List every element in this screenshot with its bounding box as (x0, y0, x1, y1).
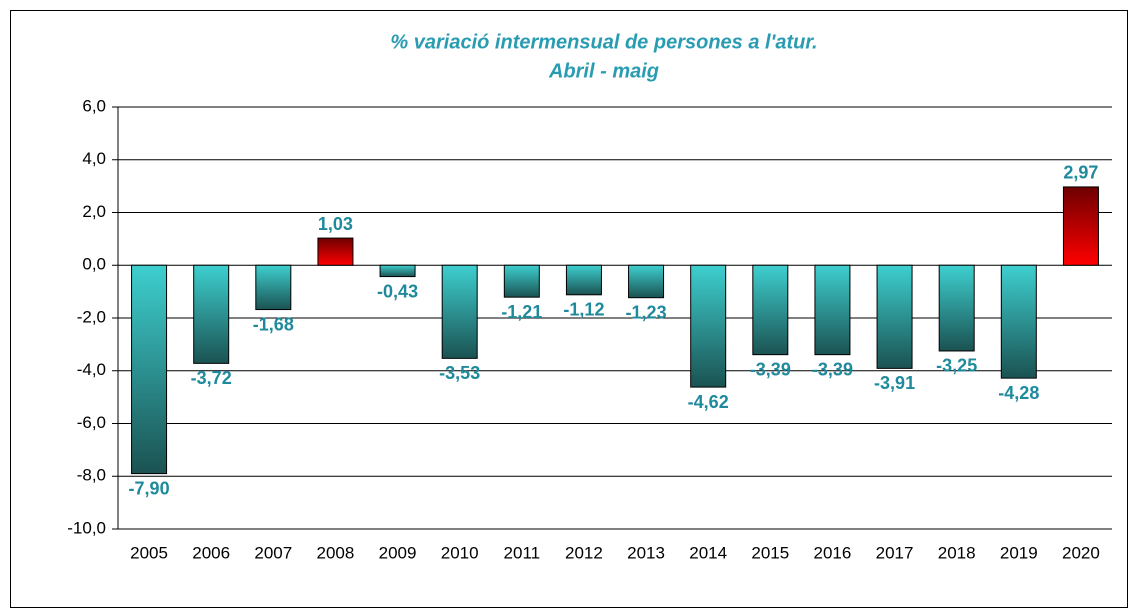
bar (752, 264, 789, 356)
bar (1000, 264, 1037, 379)
x-tick-label: 2014 (689, 543, 727, 562)
bar (628, 264, 665, 299)
x-tick-label: 2010 (441, 543, 479, 562)
x-tick-label: 2016 (814, 543, 852, 562)
value-label: -3,39 (812, 359, 853, 379)
bar (565, 264, 602, 296)
x-tick-label: 2007 (254, 543, 292, 562)
x-tick-label: 2017 (876, 543, 914, 562)
value-label: -3,53 (439, 363, 480, 383)
y-tick-label: 4,0 (82, 149, 106, 168)
y-tick-label: -10,0 (67, 518, 106, 537)
y-tick-label: -6,0 (77, 413, 106, 432)
bar (690, 264, 727, 388)
chart-subtitle: Abril - maig (548, 60, 659, 82)
value-label: 2,97 (1063, 163, 1098, 183)
bar (131, 264, 168, 475)
y-tick-label: -4,0 (77, 360, 106, 379)
x-tick-label: 2015 (751, 543, 789, 562)
bar (938, 264, 975, 352)
y-tick-label: 0,0 (82, 255, 106, 274)
x-tick-label: 2019 (1000, 543, 1038, 562)
bar (255, 264, 292, 311)
value-label: -3,91 (874, 373, 915, 393)
value-label: -4,28 (998, 383, 1039, 403)
value-label: -3,39 (750, 359, 791, 379)
bar (317, 237, 354, 266)
bar (876, 264, 913, 369)
value-label: -1,12 (563, 300, 604, 320)
chart-title: % variació intermensual de persones a l'… (390, 31, 817, 53)
x-tick-label: 2009 (379, 543, 417, 562)
value-label: 1,03 (318, 214, 353, 234)
x-tick-label: 2012 (565, 543, 603, 562)
x-tick-label: 2020 (1062, 543, 1100, 562)
bar (503, 264, 540, 298)
value-label: -3,72 (191, 368, 232, 388)
bar (441, 264, 478, 359)
bar (193, 264, 230, 364)
y-tick-label: 6,0 (82, 96, 106, 115)
x-tick-label: 2011 (504, 543, 541, 562)
value-label: -1,68 (253, 314, 294, 334)
value-label: -7,90 (129, 478, 170, 498)
x-tick-label: 2006 (192, 543, 230, 562)
value-label: -4,62 (688, 392, 729, 412)
y-tick-label: 2,0 (82, 202, 106, 221)
x-tick-label: 2008 (317, 543, 355, 562)
x-tick-label: 2018 (938, 543, 976, 562)
value-label: -1,21 (501, 302, 542, 322)
value-label: -0,43 (377, 281, 418, 301)
bar (1062, 186, 1099, 266)
y-tick-label: -2,0 (77, 307, 106, 326)
x-tick-label: 2005 (130, 543, 168, 562)
bar (814, 264, 851, 356)
value-label: -1,23 (626, 302, 667, 322)
x-tick-label: 2013 (627, 543, 665, 562)
value-label: -3,25 (936, 356, 977, 376)
y-tick-label: -8,0 (77, 466, 106, 485)
bar (379, 264, 416, 278)
